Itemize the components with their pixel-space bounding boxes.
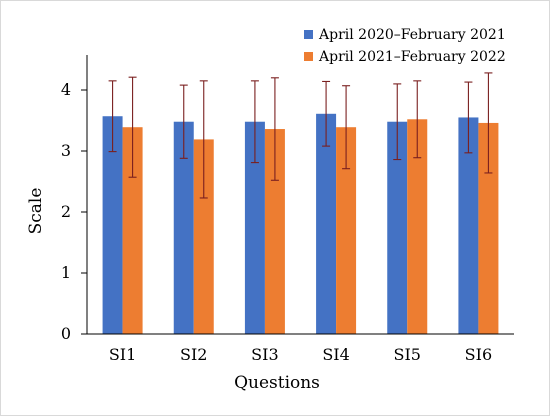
error-bar-si3-series-2 [270, 77, 279, 181]
bars [102, 113, 499, 335]
error-bar-si4-series-1 [322, 80, 331, 147]
error-bar-si4-series-2 [342, 85, 351, 170]
bar-si5-series-2 [407, 119, 428, 334]
x-tick-label-si3: SI3 [251, 345, 278, 364]
y-axis-ticks: 0 1 2 3 4 [61, 80, 87, 343]
legend-swatch-series-1 [304, 30, 313, 39]
error-bar-si1-series-2 [128, 76, 137, 178]
error-bar-si3-series-1 [250, 80, 259, 164]
legend-label-series-2: April 2021–February 2022 [318, 49, 506, 65]
bar-si6-series-2 [478, 122, 499, 334]
y-tick-label-3: 3 [61, 141, 71, 160]
bar-si2-series-2 [193, 139, 214, 334]
error-bar-si2-series-1 [179, 84, 188, 159]
x-tick-label-si1: SI1 [109, 345, 136, 364]
y-tick-label-4: 4 [61, 80, 71, 99]
x-tick-label-si2: SI2 [180, 345, 207, 364]
y-tick-label-0: 0 [61, 324, 71, 343]
error-bar-si5-series-1 [393, 83, 402, 161]
error-bar-si6-series-2 [484, 72, 493, 174]
legend-swatch-series-2 [304, 52, 313, 61]
x-axis-title: Questions [234, 373, 320, 393]
bar-si1-series-1 [102, 116, 123, 334]
bar-si2-series-1 [173, 121, 194, 334]
y-axis-title: Scale [26, 188, 46, 235]
error-bars [108, 72, 493, 199]
y-tick-label-2: 2 [61, 202, 71, 221]
bar-si3-series-1 [244, 121, 265, 334]
x-tick-label-si6: SI6 [465, 345, 492, 364]
bar-si6-series-1 [458, 117, 479, 334]
bar-si5-series-1 [387, 121, 408, 334]
bar-si1-series-2 [122, 127, 143, 335]
bar-si3-series-2 [264, 129, 285, 334]
legend: April 2020–February 2021 April 2021–Febr… [304, 27, 506, 65]
x-axis-ticks: SI1 SI2 SI3 SI4 SI5 SI6 [109, 345, 492, 364]
legend-label-series-1: April 2020–February 2021 [318, 27, 506, 43]
bar-si4-series-1 [316, 113, 337, 334]
error-bar-si2-series-2 [199, 80, 208, 199]
error-bar-si5-series-2 [413, 80, 422, 159]
x-tick-label-si5: SI5 [394, 345, 421, 364]
y-tick-label-1: 1 [61, 263, 71, 282]
error-bar-si6-series-1 [464, 81, 473, 154]
x-tick-label-si4: SI4 [322, 345, 349, 364]
bar-si4-series-2 [336, 127, 357, 335]
error-bar-si1-series-1 [108, 80, 117, 153]
